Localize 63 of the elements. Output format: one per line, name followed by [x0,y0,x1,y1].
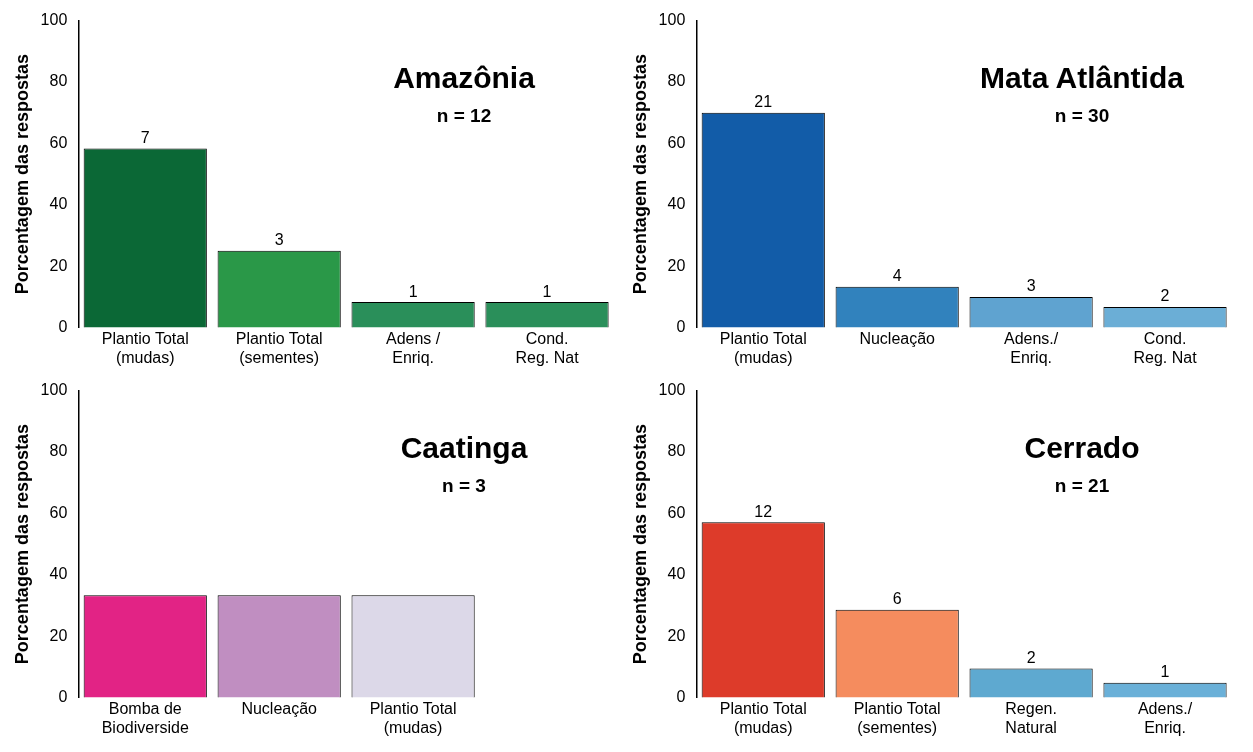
text: Cerrado [1024,431,1140,465]
y-axis-title: Porcentagem das respostas [11,424,32,665]
y-tick-label: 0 [676,688,686,706]
y-tick-label: 40 [667,195,686,213]
annotation: 4 [892,267,902,285]
x-tick-label: Plantio Total (mudas) [101,329,189,366]
y-axis-title: Porcentagem das respostas [629,54,650,295]
y-tick-label: 0 [58,318,68,336]
y-tick-label: 0 [58,688,68,706]
y-tick-label: 40 [49,195,68,213]
y-tick-label: 20 [49,626,68,644]
y-tick-label: 80 [667,442,686,460]
y-tick-label: 100 [40,11,68,29]
text: Amazônia [393,61,536,95]
annotation: 2 [1160,287,1170,305]
y-tick-label: 100 [658,381,686,399]
x-tick-label: Bomba de Biodiverside [101,699,189,736]
x-tick-label: Cond. Reg. Nat [1133,329,1198,366]
y-tick-label: 40 [667,565,686,583]
y-tick-label: 80 [49,442,68,460]
y-tick-label: 60 [667,133,686,151]
x-tick-label: Adens./ Enriq. [1137,699,1193,736]
annotation: 1 [1160,663,1170,681]
text: Caatinga [400,431,528,465]
y-axis-title: Porcentagem das respostas [629,424,650,665]
x-tick-label: Plantio Total (mudas) [719,329,807,366]
y-tick-label: 80 [49,72,68,90]
x-tick-label: Adens./ Enriq. [1003,329,1059,366]
x-tick-label: Plantio Total (sementes) [853,699,941,736]
y-tick-label: 60 [667,503,686,521]
x-tick-label: Plantio Total (mudas) [719,699,807,736]
x-tick-label: Plantio Total (sementes) [235,329,323,366]
x-tick-label: Nucleação [859,329,936,347]
annotation: 2 [1026,648,1036,666]
y-tick-label: 0 [676,318,686,336]
x-tick-label: Cond. Reg. Nat [515,329,580,366]
x-tick-label: Adens / Enriq. [385,329,441,366]
y-tick-label: 20 [667,256,686,274]
y-tick-label: 20 [667,626,686,644]
annotation: 1 [542,282,552,300]
text: n = 21 [1054,474,1110,496]
text: n = 30 [1054,104,1110,126]
y-tick-label: 60 [49,133,68,151]
x-tick-label: Plantio Total (mudas) [369,699,457,736]
y-tick-label: 20 [49,256,68,274]
y-tick-label: 80 [667,72,686,90]
y-tick-label: 60 [49,503,68,521]
y-tick-label: 100 [658,11,686,29]
annotation: 21 [754,93,773,111]
y-tick-label: 100 [40,381,68,399]
y-axis-title: Porcentagem das respostas [11,54,32,295]
annotation: 3 [274,231,284,249]
y-tick-label: 40 [49,565,68,583]
annotation: 3 [1026,277,1036,295]
annotation: 1 [408,282,418,300]
annotation: 12 [754,502,773,520]
text: n = 12 [436,104,492,126]
x-tick-label: Nucleação [241,699,318,717]
annotation: 6 [892,590,902,608]
x-tick-label: Regen. Natural [1005,699,1057,736]
annotation: 7 [140,129,150,147]
text: n = 3 [442,474,486,496]
text: Mata Atlântida [980,61,1185,95]
